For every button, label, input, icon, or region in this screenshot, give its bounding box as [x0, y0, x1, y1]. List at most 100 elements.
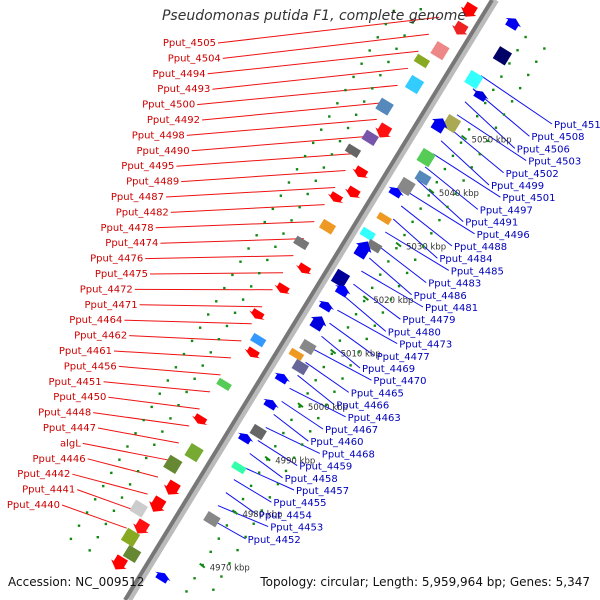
gene-labels: Pput_4505 Pput_4504 Pput_4494 Pput_4493 Pput…	[7, 38, 600, 546]
minor-tick	[228, 562, 231, 565]
gene-label-top: Pput_4471	[85, 300, 138, 311]
minor-tick	[303, 154, 307, 158]
minor-tick	[516, 49, 519, 52]
scale-tick-mark	[297, 402, 304, 408]
minor-tick	[508, 62, 511, 65]
gene-feature-top	[111, 554, 128, 570]
gene-label-top: Pput_4478	[101, 223, 154, 234]
leader-line-bottom	[448, 127, 504, 174]
minor-tick	[362, 299, 366, 303]
minor-tick	[236, 548, 239, 552]
gene-label-bottom: Pput_4469	[362, 364, 415, 375]
gene-label-top: Pput_4462	[74, 331, 127, 342]
minor-tick	[209, 351, 213, 354]
minor-tick	[411, 220, 414, 224]
minor-tick	[126, 445, 129, 448]
minor-tick	[279, 194, 283, 197]
minor-tick	[201, 364, 204, 367]
minor-tick	[510, 100, 514, 103]
gene-label-top: algL	[60, 438, 81, 449]
minor-tick	[470, 166, 473, 169]
minor-tick	[110, 471, 113, 475]
scale-tick-label: 5010 kbp	[341, 350, 381, 360]
gene-label-bottom: Pput_4499	[491, 181, 544, 192]
gene-label-top: Pput_4504	[168, 53, 221, 64]
gene-feature-box	[230, 460, 247, 475]
genome-backbone	[123, 0, 499, 600]
minor-tick	[69, 537, 73, 541]
scale-tick-label: 4980 kbp	[242, 510, 282, 520]
minor-tick	[260, 509, 263, 512]
minor-tick	[85, 511, 89, 514]
gene-label-top: Pput_4464	[69, 315, 122, 326]
gene-label-bottom: Pput_4463	[348, 413, 401, 424]
leader-line-top	[61, 504, 127, 529]
gene-label-bottom: Pput_4501	[502, 193, 555, 204]
gene-label-bottom: Pput_4467	[325, 425, 378, 436]
gene-label-top: Pput_4441	[22, 485, 75, 496]
gene-feature-box	[291, 358, 309, 376]
minor-tick	[338, 339, 342, 342]
minor-tick	[96, 535, 99, 539]
gene-feature-top	[327, 191, 344, 204]
minor-tick	[290, 418, 293, 422]
accession-text: Accession: NC_009512	[8, 575, 145, 589]
backbone-shadow	[126, 0, 499, 600]
leader-line-bottom	[273, 414, 309, 442]
gene-label-bottom: Pput_4459	[299, 462, 352, 473]
minor-tick	[241, 298, 245, 301]
gene-feature-box	[359, 226, 376, 242]
minor-tick	[244, 535, 247, 539]
scale-tick-label: 4970 kbp	[210, 564, 250, 574]
gene-label-top: Pput_4498	[132, 130, 185, 141]
gene-feature-bottom	[237, 432, 254, 445]
backbone-line	[123, 0, 494, 600]
leader-line-top	[165, 187, 336, 198]
minor-tick	[112, 509, 116, 512]
minor-tick	[392, 9, 396, 13]
minor-tick	[325, 403, 328, 407]
gene-features	[111, 1, 521, 584]
leader-line-top	[124, 319, 252, 325]
gene-label-bottom: Pput_4484	[439, 254, 492, 265]
minor-tick	[435, 181, 438, 184]
minor-tick	[217, 537, 220, 540]
minor-tick	[341, 377, 344, 380]
gene-label-top: Pput_4490	[137, 146, 190, 157]
minor-tick	[233, 511, 237, 514]
minor-tick	[136, 469, 140, 473]
leader-line-bottom	[464, 101, 516, 149]
minor-tick	[142, 418, 145, 422]
gene-feature-box	[416, 147, 436, 168]
minor-tick	[102, 484, 105, 488]
minor-tick	[338, 139, 342, 143]
minor-tick	[190, 339, 194, 343]
gene-feature-box	[293, 235, 310, 251]
scale-tick-mark	[362, 295, 369, 301]
minor-tick	[354, 313, 358, 316]
minor-tick	[274, 245, 277, 248]
gene-label-bottom: Pput_4486	[414, 291, 467, 302]
scale-tick-label: 4990 kbp	[275, 457, 315, 467]
minor-tick	[344, 88, 347, 92]
minor-tick	[217, 337, 221, 341]
leader-line-top	[217, 16, 440, 44]
gene-label-bottom: Pput_4488	[454, 242, 507, 253]
minor-tick	[169, 417, 172, 420]
minor-tick	[306, 192, 309, 196]
gene-feature-top	[133, 518, 151, 534]
minor-tick	[292, 456, 296, 459]
gene-feature-bottom	[473, 90, 489, 103]
minor-tick	[306, 392, 309, 395]
leader-line-top	[113, 350, 231, 359]
leader-line-top	[108, 396, 200, 410]
leader-line-bottom	[400, 205, 453, 247]
minor-tick	[266, 258, 269, 262]
minor-tick	[333, 390, 336, 393]
gene-label-top: Pput_4489	[126, 177, 179, 188]
minor-tick	[231, 273, 234, 277]
gene-label-top: Pput_4440	[7, 500, 60, 511]
gene-label-bottom: Pput_4483	[428, 279, 481, 290]
minor-tick	[158, 392, 161, 395]
